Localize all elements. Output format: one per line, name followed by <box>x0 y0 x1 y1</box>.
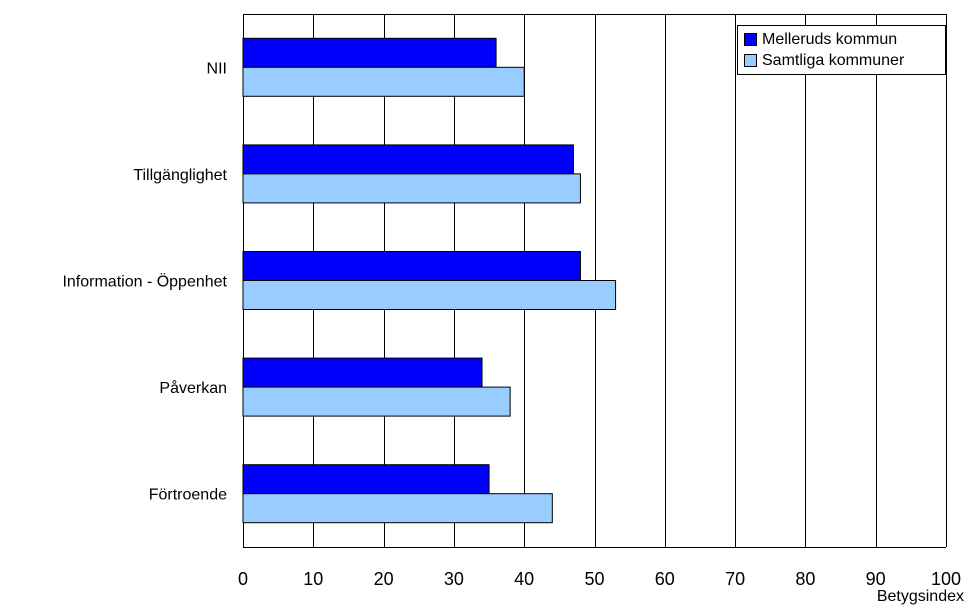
category-label-0: NII <box>207 60 227 77</box>
x-tick-label-20: 20 <box>374 569 394 589</box>
legend-label-1: Samtliga kommuner <box>762 51 905 69</box>
x-tick-label-80: 80 <box>795 569 815 589</box>
category-label-2: Information - Öppenhet <box>62 273 227 291</box>
bar-4-0 <box>242 464 490 495</box>
bar-3-0 <box>242 357 483 388</box>
bar-2-1 <box>242 280 617 310</box>
legend-swatch-0 <box>744 33 757 46</box>
category-labels: NII Tillgänglighet Information - Öppenhet P… <box>62 60 227 503</box>
x-axis-label: Betygsindex <box>877 588 964 605</box>
x-tick-label-40: 40 <box>514 569 534 589</box>
x-tick-labels: 0 10 20 30 40 50 60 70 80 90 100 <box>238 569 961 589</box>
legend-swatch-1 <box>744 54 757 67</box>
x-tick-label-0: 0 <box>238 569 248 589</box>
legend: Melleruds kommun Samtliga kommuner <box>737 25 946 75</box>
bar-0-1 <box>242 66 525 97</box>
x-tick-label-30: 30 <box>444 569 464 589</box>
x-tick-label-60: 60 <box>655 569 675 589</box>
category-label-3: Påverkan <box>159 379 227 397</box>
bar-1-0 <box>242 144 574 175</box>
x-tick-label-70: 70 <box>725 569 745 589</box>
legend-item-1: Samtliga kommuner <box>744 50 939 71</box>
legend-item-0: Melleruds kommun <box>744 29 939 50</box>
bar-2-0 <box>242 251 581 281</box>
x-tick-label-90: 90 <box>866 569 886 589</box>
category-label-1: Tillgänglighet <box>133 167 227 184</box>
bar-4-1 <box>242 493 553 524</box>
bar-3-1 <box>242 386 511 417</box>
x-tick-label-10: 10 <box>303 569 323 589</box>
legend-label-0: Melleruds kommun <box>762 30 898 48</box>
bar-1-1 <box>242 173 581 204</box>
bar-0-0 <box>242 37 497 68</box>
x-tick-label-50: 50 <box>584 569 604 589</box>
category-label-4: Förtroende <box>149 487 227 504</box>
x-tick-label-100: 100 <box>931 569 961 589</box>
bars <box>242 37 617 524</box>
